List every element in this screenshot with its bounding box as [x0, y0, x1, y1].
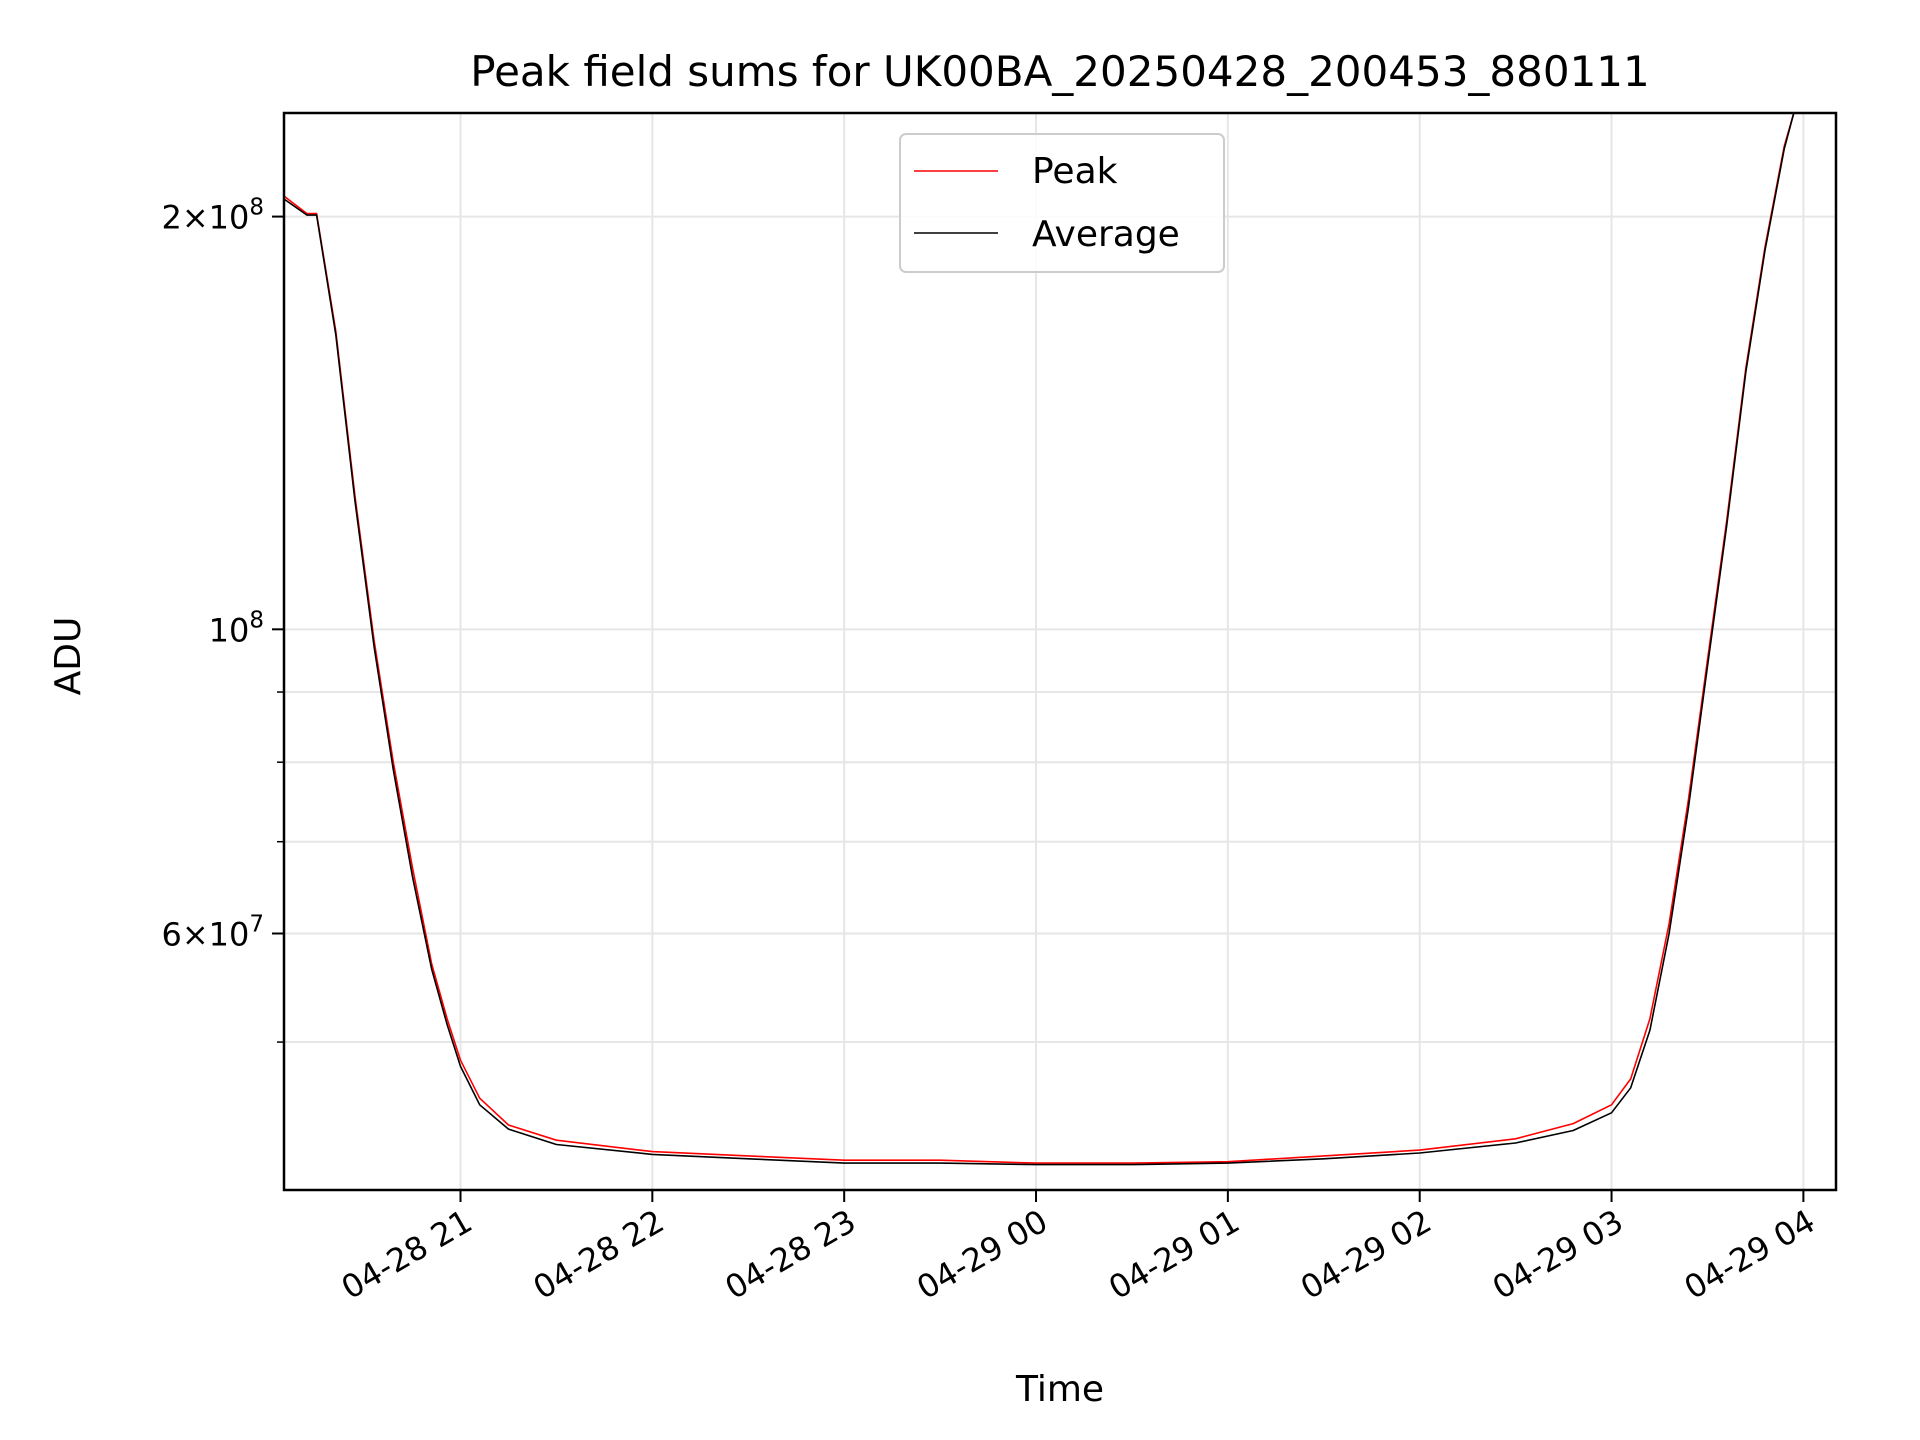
y-tick-label-exponent: 7	[249, 911, 264, 937]
x-axis-label: Time	[1015, 1369, 1104, 1410]
legend-peak-label: Peak	[1032, 151, 1118, 192]
y-tick-label-base: 10	[209, 611, 250, 649]
y-axis-label: ADU	[48, 617, 89, 696]
y-tick-label-base: 2×10	[161, 199, 249, 237]
y-tick-label-exponent: 8	[249, 195, 264, 221]
legend-box	[899, 133, 1225, 273]
y-tick-label: 2×108	[161, 195, 264, 237]
y-tick-label: 108	[209, 607, 264, 649]
y-tick-label-exponent: 8	[249, 607, 264, 633]
legend: Peak Average	[899, 133, 1225, 273]
chart-title: Peak field sums for UK00BA_20250428_2004…	[470, 47, 1650, 96]
legend-average-label: Average	[1032, 214, 1180, 255]
y-tick-label: 6×107	[161, 911, 264, 953]
plot-frame	[282, 111, 1838, 1192]
grid	[284, 113, 1836, 1190]
y-tick-label-base: 6×10	[161, 915, 249, 953]
plot-area	[284, 113, 1836, 1166]
series-line-average	[284, 113, 1836, 1166]
